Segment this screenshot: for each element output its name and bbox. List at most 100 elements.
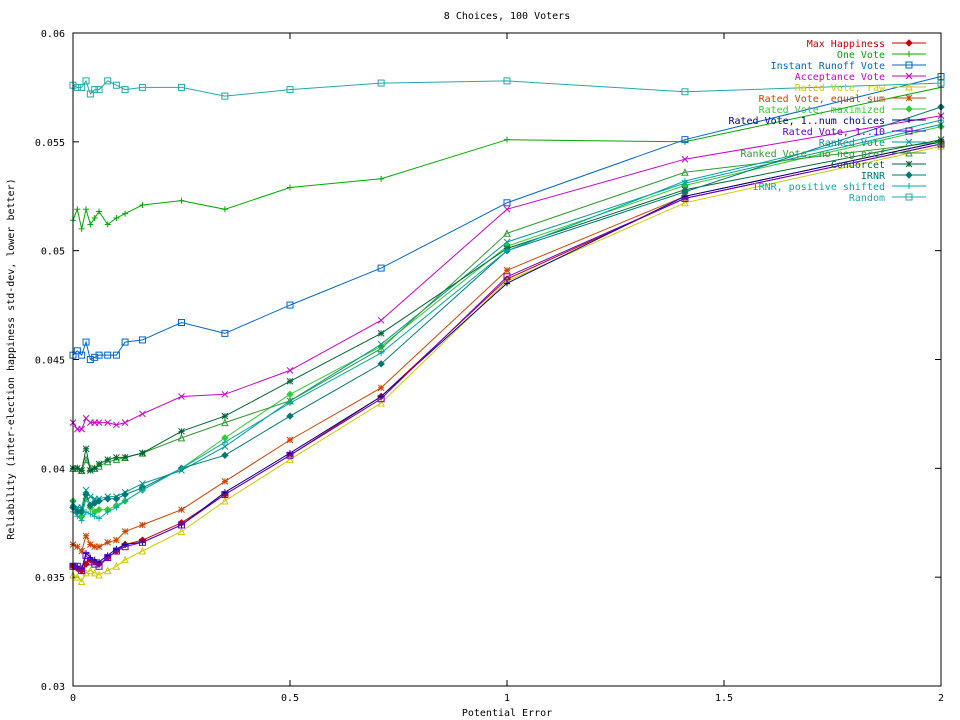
legend-label: Random bbox=[849, 193, 885, 204]
data-point bbox=[221, 92, 229, 100]
data-point bbox=[378, 175, 385, 182]
plot-area-frame bbox=[72, 32, 942, 687]
data-point bbox=[221, 490, 229, 498]
data-point bbox=[178, 393, 185, 400]
data-point bbox=[73, 464, 81, 472]
data-point bbox=[91, 513, 98, 520]
series-line bbox=[73, 143, 942, 572]
data-point bbox=[138, 336, 146, 344]
data-point bbox=[681, 178, 688, 185]
data-point bbox=[82, 77, 90, 85]
data-point bbox=[78, 547, 86, 555]
data-point bbox=[503, 205, 511, 213]
legend-marker bbox=[906, 51, 912, 57]
data-point bbox=[113, 504, 120, 511]
legend-label: Rated Vote, equal sum bbox=[759, 94, 885, 105]
data-point bbox=[504, 247, 510, 254]
data-point bbox=[221, 390, 229, 398]
series-line bbox=[73, 141, 942, 472]
series-2 bbox=[69, 73, 945, 363]
data-point bbox=[83, 206, 90, 213]
data-point bbox=[121, 555, 129, 564]
data-point bbox=[139, 487, 146, 494]
series-line bbox=[72, 143, 942, 572]
data-point bbox=[91, 556, 98, 563]
data-point bbox=[78, 517, 85, 524]
x-tick-label: 1.5 bbox=[715, 693, 733, 704]
data-point bbox=[122, 210, 129, 217]
data-point bbox=[177, 527, 186, 535]
data-point bbox=[121, 528, 129, 535]
data-point bbox=[378, 349, 385, 356]
data-point bbox=[95, 543, 103, 551]
data-point bbox=[95, 505, 103, 514]
data-point bbox=[681, 168, 689, 176]
data-point bbox=[86, 558, 94, 566]
series-line bbox=[72, 76, 942, 361]
data-point bbox=[91, 464, 99, 472]
data-point bbox=[91, 215, 98, 222]
data-point bbox=[503, 77, 511, 85]
legend-label: Ranked Vote, no neg pref bbox=[741, 149, 886, 160]
legend-marker bbox=[905, 171, 913, 179]
y-axis-label: Reliability (inter-election happiness st… bbox=[6, 178, 17, 539]
series-line bbox=[72, 106, 942, 513]
data-point bbox=[78, 351, 86, 359]
data-point bbox=[113, 215, 120, 222]
x-tick-label: 2 bbox=[938, 693, 944, 704]
series-7 bbox=[70, 138, 944, 572]
data-point bbox=[86, 90, 94, 98]
series-12 bbox=[69, 103, 945, 516]
legend-label: Condorcet bbox=[831, 160, 885, 171]
data-point bbox=[91, 560, 99, 568]
data-point bbox=[121, 419, 129, 426]
data-point bbox=[286, 86, 294, 94]
data-point bbox=[91, 543, 99, 551]
data-point bbox=[112, 81, 120, 89]
data-point bbox=[104, 77, 112, 85]
data-point bbox=[95, 351, 103, 359]
data-point bbox=[121, 490, 129, 499]
data-point bbox=[178, 318, 185, 326]
data-point bbox=[104, 221, 111, 228]
data-point bbox=[221, 412, 229, 420]
data-point bbox=[121, 338, 129, 346]
series-line bbox=[72, 86, 942, 230]
data-point bbox=[82, 532, 90, 540]
y-tick-label: 0.03 bbox=[41, 682, 65, 693]
data-point bbox=[377, 384, 385, 392]
series-line bbox=[72, 145, 942, 583]
legend-label: One Vote bbox=[837, 50, 885, 61]
data-point bbox=[96, 558, 103, 565]
data-point bbox=[112, 547, 120, 555]
data-point bbox=[221, 478, 229, 485]
data-point bbox=[73, 543, 81, 551]
data-point bbox=[73, 83, 81, 91]
data-point bbox=[113, 536, 120, 544]
series-line bbox=[72, 119, 942, 522]
legend-label: Instant Runoff Vote bbox=[771, 61, 885, 72]
data-point bbox=[221, 443, 229, 450]
data-point bbox=[112, 562, 121, 570]
data-point bbox=[138, 83, 146, 91]
data-point bbox=[95, 419, 103, 426]
data-point bbox=[82, 445, 90, 453]
legend-marker bbox=[905, 160, 913, 168]
data-point bbox=[286, 455, 294, 464]
data-point bbox=[121, 86, 129, 94]
legend-label: Ranked Vote bbox=[819, 138, 885, 149]
series-5 bbox=[69, 138, 945, 555]
data-point bbox=[138, 546, 147, 555]
data-point bbox=[139, 480, 146, 487]
legend-marker bbox=[905, 148, 913, 157]
series-4 bbox=[69, 142, 945, 586]
data-point bbox=[78, 225, 85, 232]
data-point bbox=[113, 421, 120, 429]
data-point bbox=[139, 521, 146, 529]
series-line bbox=[72, 79, 942, 97]
data-point bbox=[139, 449, 146, 457]
data-point bbox=[121, 543, 129, 551]
data-point bbox=[78, 567, 86, 575]
